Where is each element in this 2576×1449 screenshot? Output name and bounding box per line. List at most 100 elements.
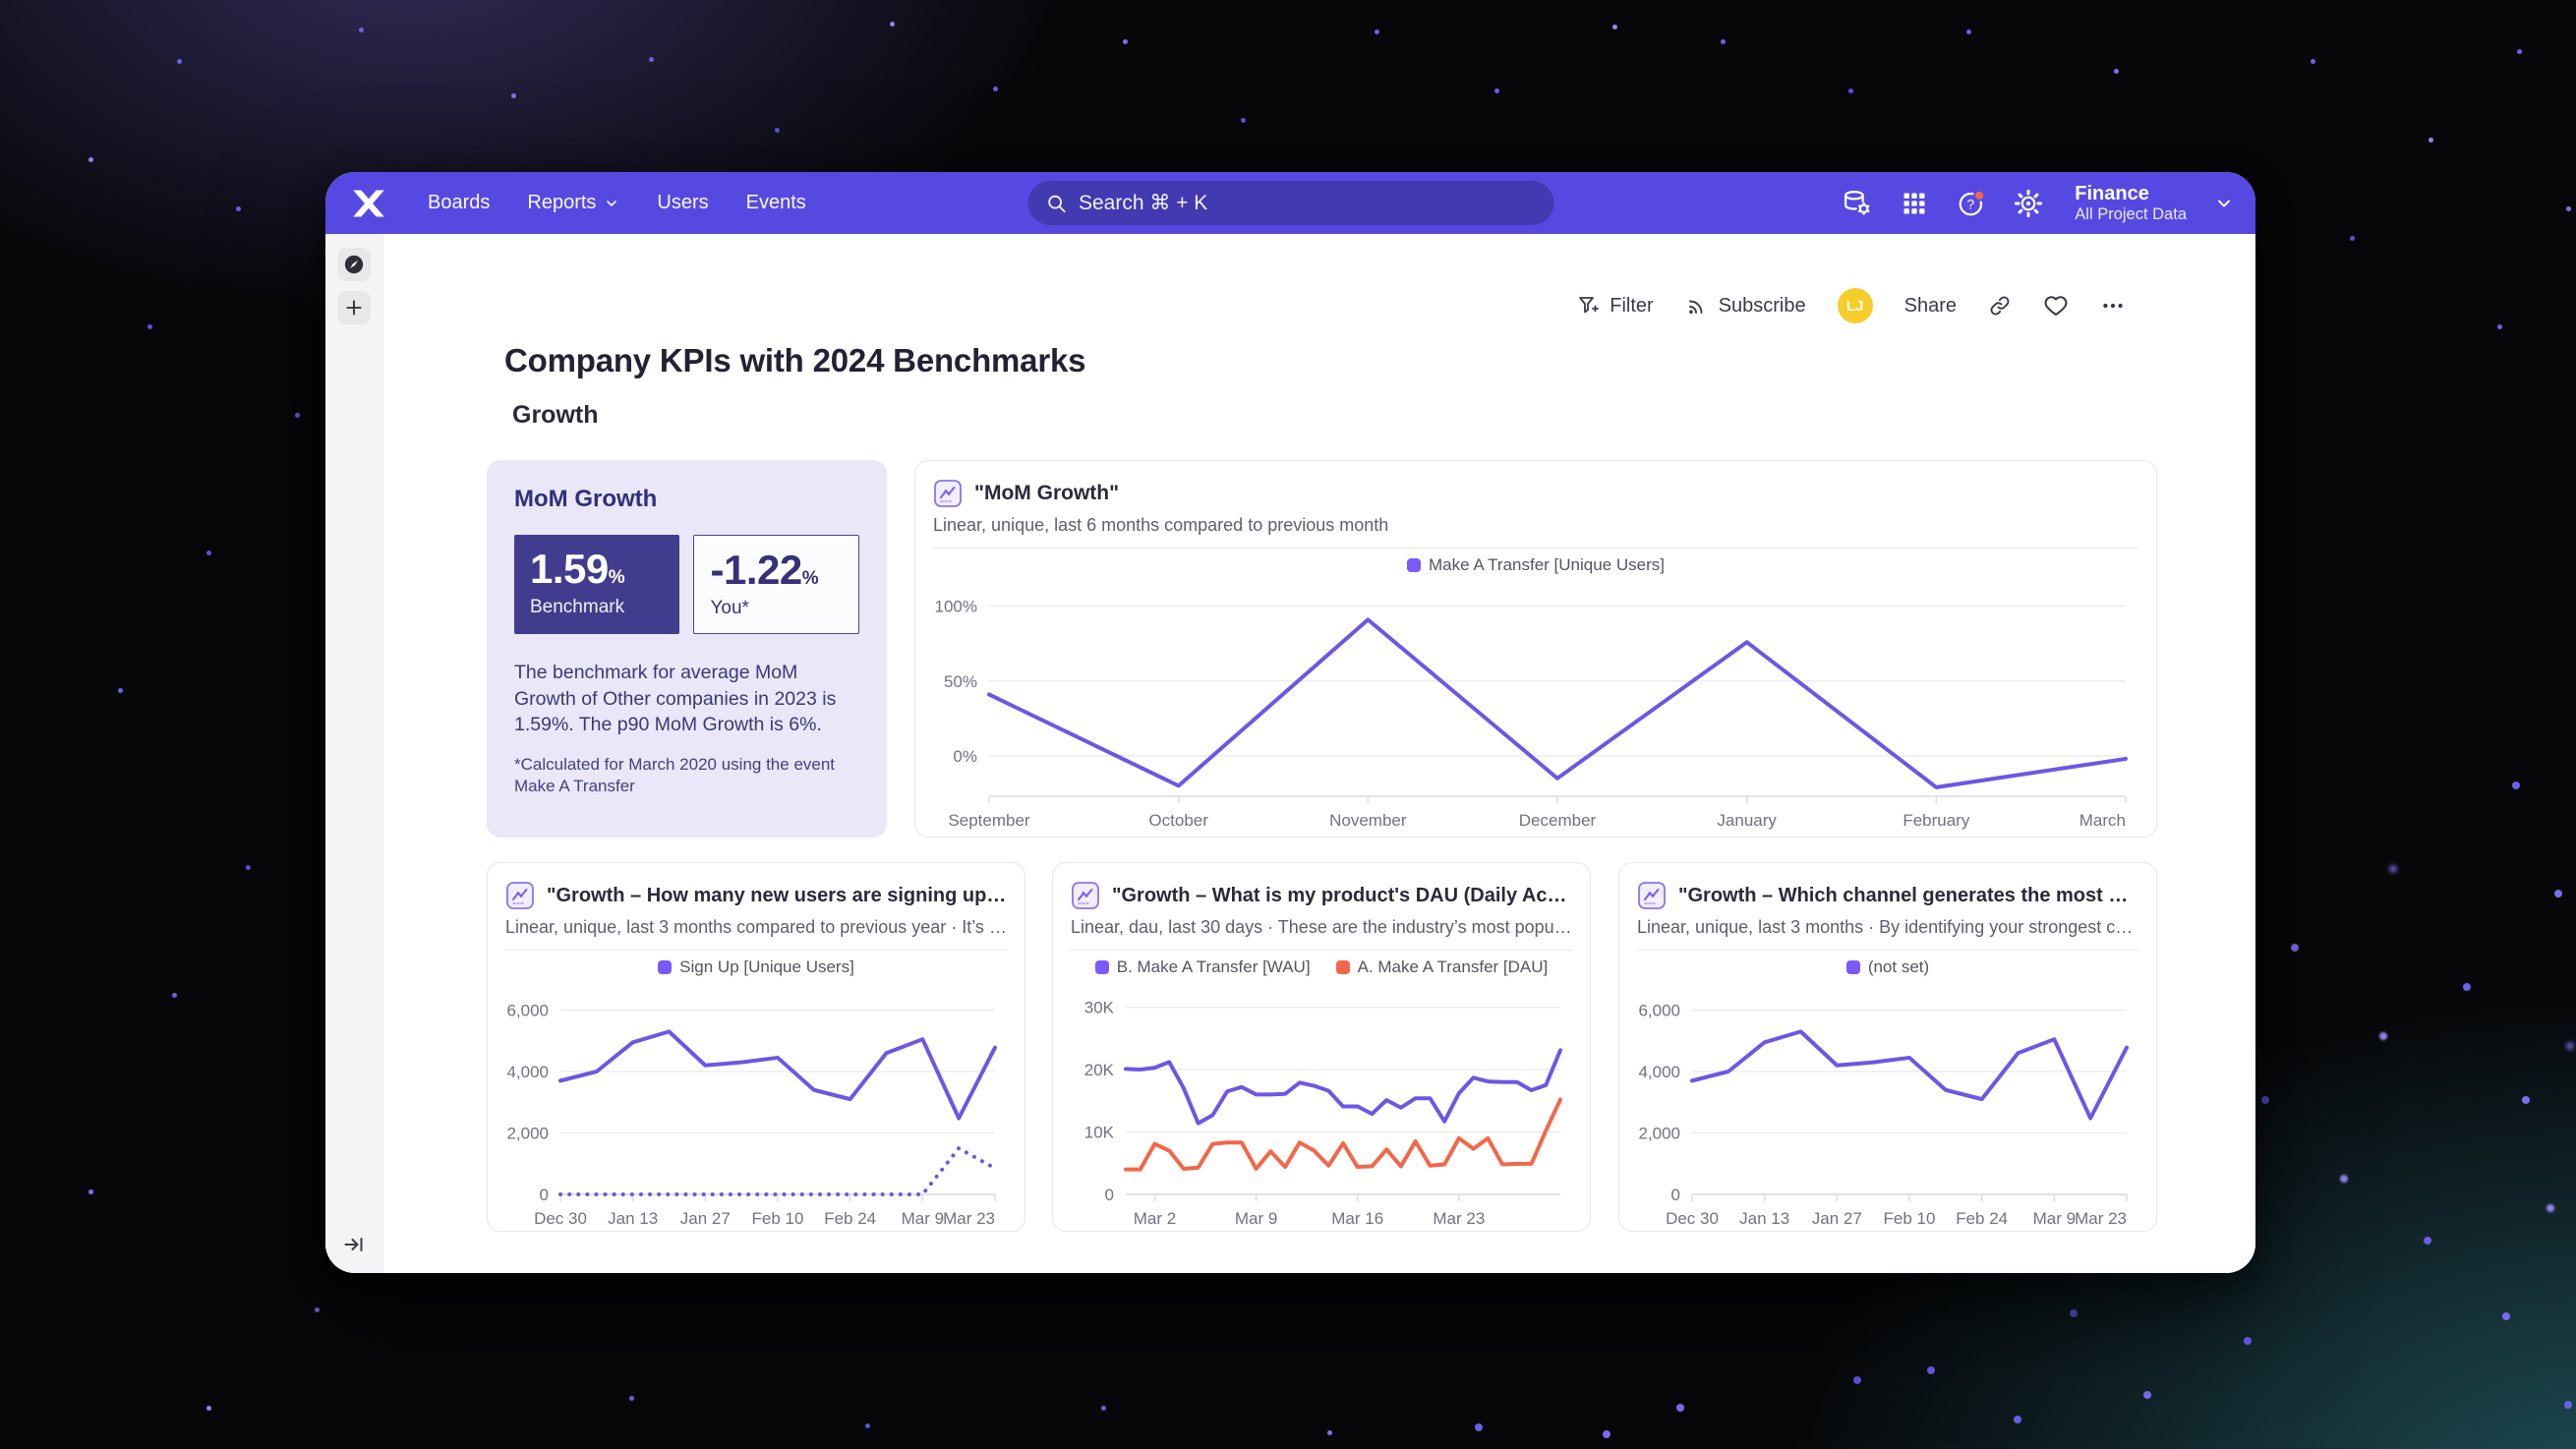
- mom-card-title: MoM Growth: [514, 486, 658, 512]
- legend-swatch-icon: [1335, 960, 1350, 974]
- chart-title-link[interactable]: "MoM Growth": [974, 482, 1120, 504]
- legend-item[interactable]: Sign Up [Unique Users]: [658, 957, 854, 977]
- nav-item-label: Reports: [527, 192, 597, 213]
- filter-icon: [1579, 297, 1600, 314]
- logo-x-icon: [353, 190, 384, 216]
- chart-legend: Sign Up [Unique Users]: [488, 951, 1025, 984]
- collapse-sidebar-button[interactable]: [337, 1228, 371, 1261]
- svg-text:6,000: 6,000: [1638, 1002, 1680, 1020]
- starfield-decoration: [0, 0, 8, 8]
- dau-line-chart: 0 10K 20K 30K Mar 2 Mar 9 Mar 16 Mar 23: [1084, 999, 1562, 1228]
- chart-subtitle: Linear, dau, last 30 days · These are th…: [1071, 917, 1572, 937]
- svg-text:?: ?: [1967, 197, 1975, 211]
- svg-text:2,000: 2,000: [1638, 1125, 1680, 1143]
- share-button[interactable]: Share: [1904, 295, 1957, 318]
- legend-item[interactable]: (not set): [1845, 957, 1930, 977]
- page-title: Company KPIs with 2024 Benchmarks: [504, 342, 1086, 378]
- svg-text:Mar 16: Mar 16: [1331, 1209, 1383, 1228]
- benchmark-value-box: 1.59% Benchmark: [514, 535, 680, 634]
- chart-title-link[interactable]: "Growth – Which channel generates the mo…: [1678, 884, 2138, 906]
- subscribe-button[interactable]: Subscribe: [1685, 294, 1806, 318]
- svg-text:Mar 2: Mar 2: [1134, 1209, 1176, 1228]
- svg-text:0: 0: [1671, 1186, 1680, 1204]
- svg-text:Jan 13: Jan 13: [608, 1209, 658, 1228]
- svg-text:Mar 23: Mar 23: [2075, 1209, 2127, 1228]
- chevron-down-icon[interactable]: [2214, 194, 2234, 213]
- chart-card-signup-channels: "Growth – Which channel generates the mo…: [1618, 862, 2157, 1232]
- svg-text:20K: 20K: [1084, 1061, 1115, 1079]
- legend-label: A. Make A Transfer [DAU]: [1357, 957, 1549, 976]
- svg-text:10K: 10K: [1084, 1124, 1115, 1142]
- favorite-button[interactable]: [2043, 293, 2069, 319]
- legend-label: (not set): [1867, 957, 1930, 976]
- add-board-button[interactable]: [337, 291, 371, 324]
- legend-label: Sign Up [Unique Users]: [679, 957, 854, 976]
- svg-text:March: March: [2079, 811, 2126, 830]
- chart-legend: Make A Transfer [Unique Users]: [915, 549, 2156, 582]
- nav-item-label: Users: [657, 192, 709, 213]
- app-window: Boards Reports Users Events Search ⌘ + K: [325, 172, 2255, 1273]
- chart-subtitle: Linear, unique, last 3 months · By ident…: [1637, 917, 2138, 937]
- more-options-button[interactable]: [2100, 293, 2126, 319]
- mixpanel-logo-icon[interactable]: [347, 182, 390, 225]
- data-management-icon[interactable]: [1843, 189, 1872, 218]
- chart-subtitle: Linear, unique, last 6 months compared t…: [933, 515, 1389, 535]
- legend-swatch-icon: [1407, 558, 1421, 572]
- chart-legend: (not set): [1619, 951, 2156, 984]
- card-divider: [1637, 950, 2138, 951]
- mom-description: The benchmark for average MoM Growth of …: [514, 662, 837, 736]
- card-divider: [933, 548, 2138, 549]
- left-sidebar: [325, 234, 383, 1273]
- insights-report-icon: [1072, 882, 1099, 909]
- svg-text:Mar 9: Mar 9: [2033, 1209, 2076, 1228]
- svg-text:Mar 9: Mar 9: [1235, 1209, 1277, 1228]
- search-placeholder: Search ⌘ + K: [1079, 192, 1208, 214]
- legend-label: B. Make A Transfer [WAU]: [1116, 957, 1311, 976]
- share-label: Share: [1903, 294, 1957, 317]
- legend-item[interactable]: Make A Transfer [Unique Users]: [1407, 555, 1665, 575]
- you-value-box: -1.22% You*: [693, 535, 859, 634]
- insights-report-icon: [1638, 882, 1666, 909]
- help-icon[interactable]: ?: [1957, 189, 1986, 218]
- nav-item-reports[interactable]: Reports: [527, 192, 619, 214]
- nav-item-events[interactable]: Events: [746, 192, 806, 214]
- svg-text:Mar 9: Mar 9: [902, 1209, 944, 1228]
- svg-text:October: October: [1148, 811, 1208, 830]
- settings-icon[interactable]: [2014, 189, 2043, 218]
- legend-item[interactable]: B. Make A Transfer [WAU]: [1094, 957, 1311, 977]
- svg-text:Jan 13: Jan 13: [1739, 1209, 1789, 1228]
- nav-item-label: Events: [745, 192, 806, 213]
- project-switcher[interactable]: Finance All Project Data: [2075, 183, 2187, 224]
- avatar[interactable]: LJ: [1837, 288, 1873, 323]
- mom-benchmark-card: MoM Growth 1.59% Benchmark -1.22% You* T…: [487, 460, 887, 838]
- filter-button[interactable]: Filter: [1576, 294, 1654, 318]
- nav-item-users[interactable]: Users: [657, 192, 708, 214]
- more-icon: [2103, 303, 2123, 309]
- svg-text:100%: 100%: [935, 598, 977, 616]
- benchmark-label: Benchmark: [530, 597, 625, 618]
- subscribe-icon: [1688, 300, 1703, 314]
- svg-text:Feb 24: Feb 24: [1956, 1209, 2008, 1228]
- svg-text:6,000: 6,000: [506, 1002, 549, 1020]
- nav-item-boards[interactable]: Boards: [428, 192, 490, 214]
- chart-card-mom-growth: "MoM Growth" Linear, unique, last 6 mont…: [914, 460, 2157, 838]
- svg-text:30K: 30K: [1084, 999, 1115, 1017]
- svg-text:0: 0: [1105, 1186, 1114, 1204]
- section-title: Growth: [512, 401, 599, 429]
- chart-card-dau: "Growth – What is my product's DAU (Dail…: [1052, 862, 1591, 1232]
- legend-swatch-icon: [1094, 960, 1109, 974]
- legend-label: Make A Transfer [Unique Users]: [1429, 555, 1665, 574]
- chart-title-link[interactable]: "Growth – How many new users are signing…: [547, 884, 1007, 906]
- apps-grid-icon[interactable]: [1900, 189, 1929, 218]
- svg-text:4,000: 4,000: [1638, 1063, 1680, 1081]
- copy-link-button[interactable]: [1988, 294, 2012, 318]
- svg-text:September: September: [948, 811, 1029, 830]
- legend-item[interactable]: A. Make A Transfer [DAU]: [1335, 957, 1549, 977]
- svg-text:Mar 23: Mar 23: [1433, 1209, 1485, 1228]
- link-icon: [1990, 296, 2010, 316]
- insights-report-icon: [506, 882, 534, 909]
- search-input[interactable]: Search ⌘ + K: [1027, 181, 1553, 225]
- board-toolbar: Filter Subscribe LJ Share: [1576, 287, 2126, 324]
- chart-title-link[interactable]: "Growth – What is my product's DAU (Dail…: [1112, 884, 1572, 906]
- compass-button[interactable]: [337, 248, 371, 281]
